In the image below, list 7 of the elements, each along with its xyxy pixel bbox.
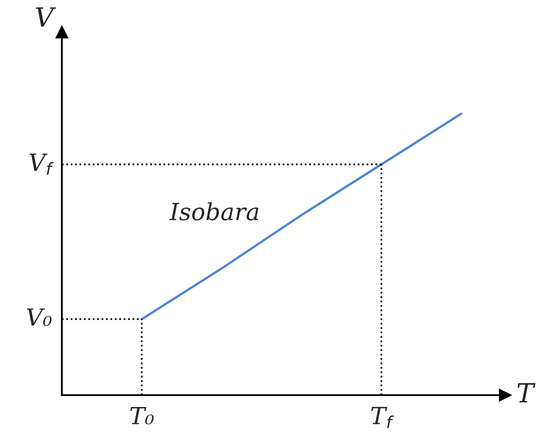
x-tick-label: T$_{f}$ <box>371 406 394 428</box>
annotation: Isobara <box>169 202 258 220</box>
ref-line-label: V₀ <box>26 308 52 326</box>
y-axis-title: V <box>36 7 56 27</box>
x-axis-title: T <box>518 383 536 402</box>
ref-line-label: V$_{f}$ <box>30 154 54 175</box>
x-tick-label: T₀ <box>130 406 154 424</box>
